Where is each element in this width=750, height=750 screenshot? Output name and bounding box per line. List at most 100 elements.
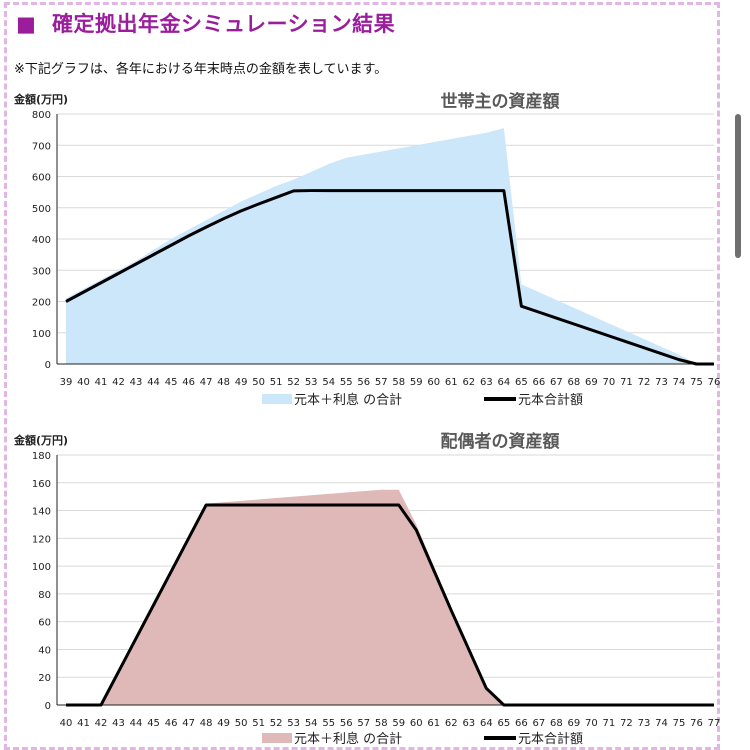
legend-label-area: 元本＋利息 の合計 bbox=[294, 731, 402, 746]
x-tick-label: 54 bbox=[305, 718, 318, 729]
x-tick-label: 64 bbox=[480, 718, 493, 729]
x-tick-label: 46 bbox=[182, 377, 195, 388]
x-tick-label: 63 bbox=[462, 718, 475, 729]
x-tick-label: 72 bbox=[638, 377, 651, 388]
y-tick-label: 180 bbox=[32, 451, 51, 462]
x-tick-label: 51 bbox=[252, 718, 265, 729]
x-tick-label: 40 bbox=[77, 377, 90, 388]
x-tick-label: 65 bbox=[497, 718, 510, 729]
x-tick-label: 72 bbox=[620, 718, 633, 729]
x-tick-label: 68 bbox=[550, 718, 563, 729]
y-tick-label: 140 bbox=[32, 507, 51, 518]
x-tick-label: 39 bbox=[60, 377, 73, 388]
y-tick-label: 400 bbox=[32, 235, 51, 246]
x-tick-label: 48 bbox=[200, 718, 213, 729]
y-tick-label: 80 bbox=[38, 590, 51, 601]
legend-label-line: 元本合計額 bbox=[518, 731, 583, 746]
x-tick-label: 43 bbox=[130, 377, 143, 388]
x-tick-label: 60 bbox=[427, 377, 440, 388]
x-tick-label: 57 bbox=[375, 377, 388, 388]
x-tick-label: 50 bbox=[235, 718, 248, 729]
x-tick-label: 46 bbox=[165, 718, 178, 729]
y-tick-label: 100 bbox=[32, 329, 51, 340]
vertical-scrollbar[interactable] bbox=[735, 114, 741, 258]
x-tick-label: 60 bbox=[410, 718, 423, 729]
x-tick-label: 76 bbox=[690, 718, 703, 729]
area-series-total-with-interest bbox=[66, 128, 714, 364]
x-tick-label: 48 bbox=[217, 377, 230, 388]
x-tick-label: 61 bbox=[445, 377, 458, 388]
chart-title: 世帯主の資産額 bbox=[441, 91, 560, 112]
x-tick-label: 41 bbox=[77, 718, 90, 729]
x-tick-label: 42 bbox=[95, 718, 108, 729]
x-tick-label: 70 bbox=[585, 718, 598, 729]
x-tick-label: 56 bbox=[340, 718, 353, 729]
y-tick-label: 60 bbox=[38, 618, 51, 629]
x-tick-label: 47 bbox=[182, 718, 195, 729]
x-tick-label: 41 bbox=[95, 377, 108, 388]
y-tick-label: 40 bbox=[38, 645, 51, 656]
x-tick-label: 59 bbox=[392, 718, 405, 729]
x-tick-label: 53 bbox=[287, 718, 300, 729]
x-tick-label: 67 bbox=[532, 718, 545, 729]
x-tick-label: 71 bbox=[603, 718, 616, 729]
legend-label-area: 元本＋利息 の合計 bbox=[294, 392, 402, 408]
y-tick-label: 800 bbox=[32, 110, 51, 121]
x-tick-label: 63 bbox=[480, 377, 493, 388]
y-tick-label: 120 bbox=[32, 534, 51, 545]
x-tick-label: 71 bbox=[620, 377, 633, 388]
x-tick-label: 57 bbox=[357, 718, 370, 729]
y-axis-label: 金額(万円) bbox=[13, 92, 68, 106]
y-tick-label: 500 bbox=[32, 204, 51, 215]
x-tick-label: 74 bbox=[655, 718, 668, 729]
x-tick-label: 43 bbox=[112, 718, 125, 729]
title-square-marker: ■ bbox=[16, 12, 36, 36]
x-tick-label: 52 bbox=[287, 377, 300, 388]
x-tick-label: 51 bbox=[270, 377, 283, 388]
x-tick-label: 64 bbox=[497, 377, 510, 388]
y-tick-label: 700 bbox=[32, 141, 51, 152]
x-tick-label: 55 bbox=[322, 718, 335, 729]
x-tick-label: 70 bbox=[603, 377, 616, 388]
x-tick-label: 40 bbox=[60, 718, 73, 729]
x-tick-label: 44 bbox=[130, 718, 143, 729]
x-tick-label: 77 bbox=[708, 718, 721, 729]
x-tick-label: 62 bbox=[462, 377, 475, 388]
chart-title: 配偶者の資産額 bbox=[441, 431, 560, 452]
x-tick-label: 74 bbox=[673, 377, 686, 388]
x-tick-label: 66 bbox=[515, 718, 528, 729]
x-tick-label: 49 bbox=[235, 377, 248, 388]
y-tick-label: 100 bbox=[32, 562, 51, 573]
y-tick-label: 20 bbox=[38, 673, 51, 684]
x-tick-label: 62 bbox=[445, 718, 458, 729]
y-tick-label: 160 bbox=[32, 479, 51, 490]
y-tick-label: 200 bbox=[32, 298, 51, 309]
x-tick-label: 55 bbox=[340, 377, 353, 388]
x-tick-label: 58 bbox=[392, 377, 405, 388]
x-tick-label: 69 bbox=[585, 377, 598, 388]
x-tick-label: 73 bbox=[638, 718, 651, 729]
x-tick-label: 67 bbox=[550, 377, 563, 388]
x-tick-label: 73 bbox=[655, 377, 668, 388]
x-tick-label: 58 bbox=[375, 718, 388, 729]
y-tick-label: 0 bbox=[45, 360, 51, 371]
x-tick-label: 49 bbox=[217, 718, 230, 729]
x-tick-label: 75 bbox=[690, 377, 703, 388]
x-tick-label: 45 bbox=[165, 377, 178, 388]
x-tick-label: 69 bbox=[568, 718, 581, 729]
x-tick-label: 45 bbox=[147, 718, 160, 729]
householder-asset-chart: 世帯主の資産額金額(万円)010020030040050060070080039… bbox=[0, 85, 750, 415]
y-axis-label: 金額(万円) bbox=[13, 433, 68, 447]
x-tick-label: 44 bbox=[147, 377, 160, 388]
legend-swatch-area bbox=[262, 733, 292, 743]
x-tick-label: 61 bbox=[427, 718, 440, 729]
x-tick-label: 66 bbox=[532, 377, 545, 388]
x-tick-label: 53 bbox=[305, 377, 318, 388]
x-tick-label: 75 bbox=[673, 718, 686, 729]
x-tick-label: 54 bbox=[322, 377, 335, 388]
area-series-total-with-interest bbox=[66, 490, 714, 705]
x-tick-label: 56 bbox=[357, 377, 370, 388]
y-tick-label: 600 bbox=[32, 173, 51, 184]
y-tick-label: 0 bbox=[45, 701, 51, 712]
x-tick-label: 65 bbox=[515, 377, 528, 388]
